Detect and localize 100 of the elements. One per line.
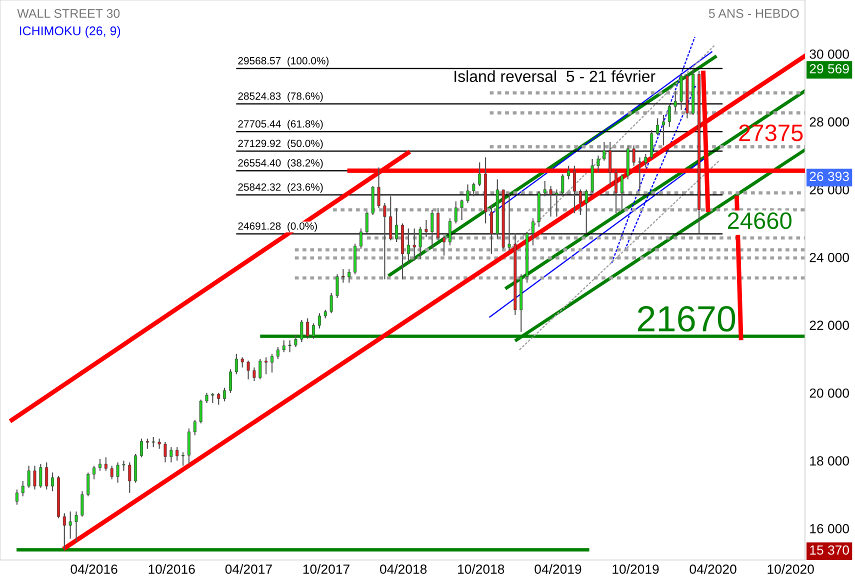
candlestick (270, 353, 274, 374)
y-tick-label: 16 000 (810, 524, 849, 534)
x-tick-label: 10/2020 (768, 564, 814, 574)
candlestick (282, 340, 286, 353)
x-tick-label: 04/2017 (225, 564, 272, 574)
candlestick (418, 226, 422, 260)
candlestick (246, 360, 250, 380)
y-tick-label: 28 000 (810, 117, 849, 127)
candlestick (567, 165, 570, 180)
x-tick-label: 04/2016 (70, 564, 118, 574)
candlestick (359, 228, 362, 250)
candlestick (116, 462, 120, 484)
candlestick (466, 184, 470, 204)
candlestick (674, 90, 677, 112)
candlestick (199, 399, 202, 424)
y-tick-label: 18 000 (810, 456, 849, 466)
candlestick (252, 366, 256, 382)
candlestick (45, 462, 48, 490)
text: WALL STREET 30 (17, 9, 120, 18)
x-tick-label: 10/2017 (303, 564, 350, 574)
candlestick (365, 210, 368, 234)
annotation: 5 ANS - HEBDO (708, 9, 799, 18)
candlestick (377, 166, 380, 209)
candlestick (620, 174, 624, 212)
candlestick (342, 268, 345, 284)
candlestick (573, 165, 576, 214)
candlestick (478, 162, 482, 187)
candlestick (578, 188, 582, 216)
candlestick (668, 102, 671, 128)
candlestick (662, 114, 665, 146)
x-tick-label: 10/2018 (458, 564, 504, 574)
candlestick (27, 465, 30, 488)
candlestick (229, 368, 232, 394)
candlestick (318, 312, 321, 330)
candlestick (490, 204, 493, 254)
y-tick-label: 30 000 (810, 49, 849, 59)
candlestick (211, 392, 214, 404)
candlestick (152, 436, 155, 448)
candlestick (176, 446, 179, 462)
candlestick (608, 141, 612, 187)
y-tick-label: 29 569 (810, 64, 849, 74)
candlestick (543, 180, 546, 197)
candlestick (110, 465, 114, 480)
y-tick-label: 24 000 (810, 252, 849, 262)
candlestick (74, 510, 78, 543)
candlestick (561, 174, 564, 196)
candlestick (187, 428, 190, 465)
candlestick (412, 228, 416, 262)
candlestick (264, 356, 268, 375)
candlestick (33, 465, 36, 490)
candlestick (454, 200, 458, 224)
candlestick (68, 510, 72, 540)
candlestick (217, 392, 220, 406)
candlestick (448, 218, 452, 246)
y-tick-label: 20 000 (810, 388, 849, 398)
series-label: 29568.57 (100.0%) (238, 56, 329, 66)
candlestick (182, 452, 185, 466)
candlestick (584, 188, 588, 234)
candlestick (62, 512, 66, 550)
series-label: 25842.32 (23.6%) (238, 183, 323, 193)
series-label: 27129.92 (50.0%) (238, 139, 323, 150)
candlestick (80, 490, 84, 518)
candlestick (348, 268, 351, 284)
candlestick (614, 168, 618, 214)
y-tick-label: 15 370 (810, 545, 849, 555)
candlestick (170, 446, 173, 463)
candlestick (549, 186, 552, 218)
candlestick (406, 228, 410, 263)
series-label: 24691.28 (0.0%) (238, 222, 317, 232)
x-tick-label: 10/2019 (612, 564, 659, 574)
candlestick (596, 155, 600, 174)
candlestick (122, 460, 126, 472)
annotation: 21670 (638, 306, 736, 332)
candlestick (223, 387, 226, 402)
candlestick (460, 199, 464, 221)
candlestick (656, 118, 660, 136)
candlestick (306, 318, 310, 340)
x-tick-label: 04/2018 (380, 564, 427, 574)
candlestick (276, 346, 280, 360)
candlestick (146, 438, 149, 450)
candlestick (193, 419, 196, 436)
candlestick (92, 465, 96, 480)
candlestick (312, 322, 315, 340)
candlestick (330, 292, 333, 314)
candlestick (258, 358, 262, 380)
x-tick-label: 10/2016 (148, 564, 195, 574)
annotation: Island reversal 5 - 21 février (454, 70, 656, 82)
series-label: 27705.44 (61.8%) (238, 120, 323, 130)
candlestick (21, 480, 24, 497)
candlestick (395, 208, 398, 243)
series-label: 26554.40 (38.2%) (238, 158, 323, 169)
x-tick-label: 04/2020 (690, 564, 736, 574)
y-tick-label: 26 393 (810, 172, 849, 182)
candlestick (424, 219, 428, 238)
candlestick (51, 472, 54, 492)
candlestick (430, 209, 434, 250)
annotation: 27375 (739, 124, 803, 142)
candlestick (234, 353, 238, 375)
candlestick (164, 441, 167, 463)
x-tick-label: 04/2019 (534, 564, 582, 574)
